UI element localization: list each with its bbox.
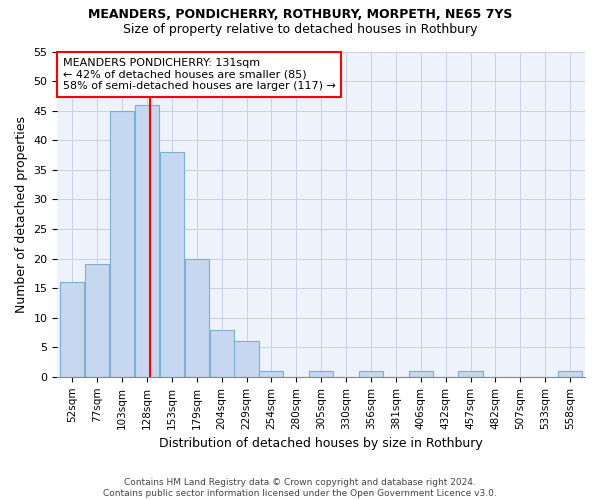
Text: Contains HM Land Registry data © Crown copyright and database right 2024.
Contai: Contains HM Land Registry data © Crown c… bbox=[103, 478, 497, 498]
Text: MEANDERS, PONDICHERRY, ROTHBURY, MORPETH, NE65 7YS: MEANDERS, PONDICHERRY, ROTHBURY, MORPETH… bbox=[88, 8, 512, 20]
Bar bbox=[160, 152, 184, 377]
Bar bbox=[409, 371, 433, 377]
Bar bbox=[359, 371, 383, 377]
Bar bbox=[235, 342, 259, 377]
Bar bbox=[60, 282, 85, 377]
Text: Size of property relative to detached houses in Rothbury: Size of property relative to detached ho… bbox=[123, 22, 477, 36]
Bar bbox=[135, 104, 159, 377]
Bar bbox=[209, 330, 234, 377]
Bar bbox=[558, 371, 582, 377]
X-axis label: Distribution of detached houses by size in Rothbury: Distribution of detached houses by size … bbox=[160, 437, 483, 450]
Bar bbox=[458, 371, 482, 377]
Bar bbox=[259, 371, 283, 377]
Bar bbox=[185, 258, 209, 377]
Y-axis label: Number of detached properties: Number of detached properties bbox=[15, 116, 28, 312]
Bar bbox=[110, 110, 134, 377]
Text: MEANDERS PONDICHERRY: 131sqm
← 42% of detached houses are smaller (85)
58% of se: MEANDERS PONDICHERRY: 131sqm ← 42% of de… bbox=[62, 58, 335, 91]
Bar bbox=[309, 371, 333, 377]
Bar bbox=[85, 264, 109, 377]
